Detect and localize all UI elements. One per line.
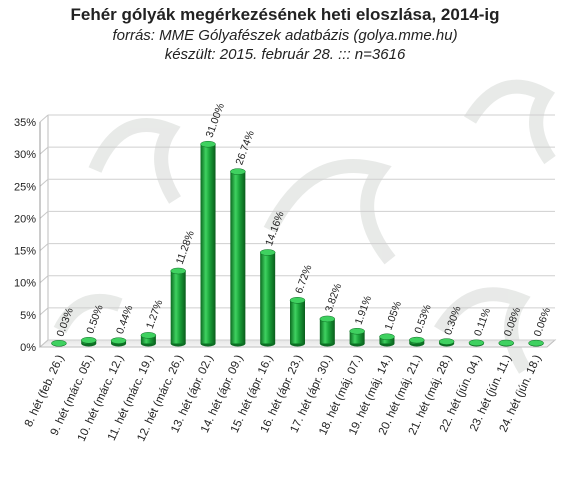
- chart-subtitle: forrás: MME Gólyafészek adatbázis (golya…: [112, 27, 458, 44]
- bar-body: [140, 335, 156, 344]
- bar-top: [468, 339, 485, 347]
- data-label: 31.00%: [204, 102, 227, 140]
- y-tick-label: 10%: [14, 278, 36, 290]
- data-label: 0.11%: [472, 306, 493, 337]
- bar: [230, 168, 246, 347]
- bar-body: [170, 270, 186, 344]
- x-axis-labels: 8. hét (feb. 26.)9. hét (márc. 05.)10. h…: [23, 353, 544, 443]
- bar: [80, 337, 97, 347]
- bar-top: [528, 339, 544, 347]
- bar: [438, 338, 455, 347]
- data-label: 0.06%: [532, 306, 553, 338]
- chart-titles: Fehér gólyák megérkezésének heti eloszlá…: [0, 4, 570, 64]
- gridline-depth: [39, 211, 49, 219]
- bar: [110, 337, 127, 347]
- bar: [528, 339, 544, 347]
- bar-top: [110, 337, 127, 344]
- bar-top: [379, 333, 395, 340]
- bar-top: [170, 267, 186, 275]
- gridline-depth: [39, 146, 49, 155]
- bar: [51, 340, 67, 347]
- data-label: 3.82%: [323, 282, 344, 314]
- y-tick-label: 20%: [14, 213, 36, 225]
- chart-subtitle-date: készült: 2015. február 28. ::: n=3616: [164, 46, 406, 63]
- y-axis: 0% 5% 10% 15% 20% 25% 30% 35%: [14, 117, 41, 354]
- gridline-depth: [39, 339, 49, 348]
- bar-body: [349, 331, 365, 344]
- data-label: 14.16%: [263, 210, 286, 248]
- bar-body: [200, 144, 216, 344]
- bar-body: [290, 300, 305, 344]
- y-tick-label: 35%: [14, 117, 36, 129]
- bar: [498, 339, 515, 347]
- data-label: 1.27%: [144, 298, 165, 330]
- bar-top: [409, 336, 425, 344]
- gridline-depth: [39, 243, 49, 251]
- gridline-depth: [39, 114, 49, 123]
- bar: [468, 339, 485, 347]
- y-tick-label: 15%: [14, 246, 36, 258]
- y-tick-label: 0%: [20, 342, 36, 354]
- bar: [349, 327, 365, 347]
- bar: [170, 267, 186, 347]
- bar-top: [140, 332, 157, 339]
- data-label: 26.74%: [233, 129, 256, 167]
- data-label: 6.72%: [293, 263, 314, 295]
- y-tick-label: 25%: [14, 181, 36, 193]
- bar: [319, 315, 336, 347]
- bar: [379, 333, 395, 347]
- bar-top: [259, 249, 276, 256]
- bar-top: [230, 168, 246, 175]
- bar-top: [200, 140, 216, 148]
- bar-body: [230, 171, 246, 344]
- bar: [289, 297, 306, 347]
- gridline-depth: [39, 307, 49, 316]
- bar-top: [498, 339, 515, 347]
- bar-body: [379, 336, 395, 344]
- bar-top: [80, 337, 97, 344]
- data-label: 11.28%: [174, 229, 197, 266]
- bar: [140, 332, 157, 347]
- bar-top: [319, 315, 336, 323]
- bar-body: [319, 318, 335, 344]
- bar-body: [260, 252, 276, 344]
- data-label: 1.05%: [383, 300, 404, 332]
- data-label: 1.91%: [353, 294, 374, 326]
- bars: [51, 140, 544, 347]
- y-tick-label: 5%: [20, 310, 36, 322]
- chart-title: Fehér gólyák megérkezésének heti eloszlá…: [70, 5, 500, 24]
- bar-top: [289, 297, 306, 304]
- bar: [409, 336, 425, 347]
- bar: [259, 249, 276, 347]
- bar-top: [438, 338, 455, 345]
- bar-top: [349, 327, 365, 335]
- gridline-depth: [39, 275, 49, 284]
- bar-top: [51, 340, 67, 347]
- gridline-depth: [39, 178, 49, 187]
- y-tick-label: 30%: [14, 149, 36, 161]
- bar: [200, 140, 216, 347]
